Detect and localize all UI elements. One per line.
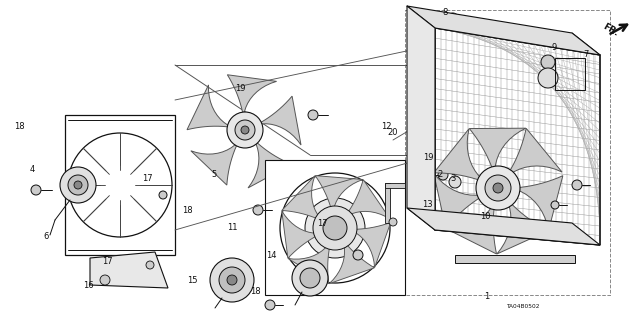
- Polygon shape: [282, 176, 320, 219]
- Circle shape: [572, 180, 582, 190]
- Polygon shape: [407, 6, 435, 230]
- Circle shape: [100, 275, 110, 285]
- Circle shape: [146, 261, 154, 269]
- Bar: [385, 183, 390, 223]
- Circle shape: [219, 267, 245, 293]
- Circle shape: [227, 112, 263, 148]
- Circle shape: [227, 275, 237, 285]
- Polygon shape: [315, 176, 363, 210]
- Text: 3: 3: [450, 174, 455, 182]
- Circle shape: [280, 173, 390, 283]
- Text: 19: 19: [423, 153, 433, 162]
- Circle shape: [313, 206, 357, 250]
- Text: 14: 14: [266, 251, 276, 260]
- Circle shape: [253, 205, 263, 215]
- Text: TA04B0502: TA04B0502: [506, 304, 539, 309]
- Text: 8: 8: [442, 8, 447, 17]
- Text: 17: 17: [102, 257, 113, 266]
- Text: 17: 17: [142, 174, 153, 182]
- Polygon shape: [407, 6, 600, 55]
- Circle shape: [551, 201, 559, 209]
- Polygon shape: [469, 128, 526, 171]
- Circle shape: [74, 181, 82, 189]
- Text: 7: 7: [584, 50, 589, 59]
- Circle shape: [449, 176, 461, 188]
- Bar: [385, 183, 405, 188]
- Polygon shape: [516, 176, 563, 230]
- Circle shape: [541, 55, 555, 69]
- Circle shape: [438, 170, 448, 180]
- Circle shape: [305, 198, 365, 258]
- Circle shape: [210, 258, 254, 302]
- Text: 4: 4: [30, 165, 35, 174]
- Polygon shape: [282, 211, 318, 258]
- Polygon shape: [248, 143, 292, 188]
- Circle shape: [389, 218, 397, 226]
- Polygon shape: [508, 128, 562, 174]
- Text: 20: 20: [387, 128, 397, 137]
- Circle shape: [485, 175, 511, 201]
- Bar: [405, 10, 610, 295]
- Text: 6: 6: [43, 232, 48, 241]
- Polygon shape: [435, 28, 600, 245]
- Text: FR.: FR.: [602, 22, 620, 38]
- Bar: [555, 58, 585, 90]
- Text: 15: 15: [187, 276, 197, 285]
- Circle shape: [265, 300, 275, 310]
- Polygon shape: [90, 252, 168, 288]
- Circle shape: [300, 268, 320, 288]
- Text: 16: 16: [83, 281, 94, 290]
- Circle shape: [292, 260, 328, 296]
- Text: 10: 10: [480, 212, 490, 221]
- Polygon shape: [261, 96, 301, 145]
- Text: 5: 5: [211, 170, 216, 179]
- Text: 1: 1: [484, 292, 490, 301]
- Bar: [265, 160, 405, 295]
- Circle shape: [68, 133, 172, 237]
- Text: 18: 18: [182, 206, 193, 215]
- Polygon shape: [497, 202, 548, 254]
- Circle shape: [538, 68, 558, 88]
- Polygon shape: [65, 115, 175, 255]
- Circle shape: [241, 126, 249, 134]
- Text: 9: 9: [552, 43, 557, 52]
- Polygon shape: [434, 129, 483, 181]
- Circle shape: [353, 250, 363, 260]
- Circle shape: [159, 191, 167, 199]
- Circle shape: [476, 166, 520, 210]
- Circle shape: [60, 167, 96, 203]
- Polygon shape: [353, 222, 391, 268]
- Text: 11: 11: [227, 223, 237, 232]
- Polygon shape: [191, 145, 236, 185]
- Circle shape: [31, 185, 41, 195]
- Circle shape: [323, 216, 347, 240]
- Circle shape: [448, 13, 458, 23]
- Polygon shape: [347, 180, 390, 219]
- Polygon shape: [187, 85, 228, 130]
- Text: 17: 17: [317, 219, 328, 228]
- Circle shape: [68, 175, 88, 195]
- Text: 13: 13: [422, 200, 433, 209]
- Polygon shape: [227, 75, 276, 112]
- Text: 18: 18: [14, 122, 25, 130]
- Polygon shape: [288, 245, 330, 284]
- Text: 2: 2: [438, 170, 443, 179]
- Circle shape: [308, 110, 318, 120]
- Text: 18: 18: [250, 287, 260, 296]
- Polygon shape: [434, 173, 482, 228]
- Text: 12: 12: [381, 122, 391, 130]
- Polygon shape: [329, 243, 374, 284]
- Text: 19: 19: [235, 84, 245, 93]
- Circle shape: [235, 120, 255, 140]
- Circle shape: [493, 183, 503, 193]
- Polygon shape: [446, 205, 497, 254]
- Polygon shape: [407, 208, 600, 245]
- Bar: [455, 255, 575, 263]
